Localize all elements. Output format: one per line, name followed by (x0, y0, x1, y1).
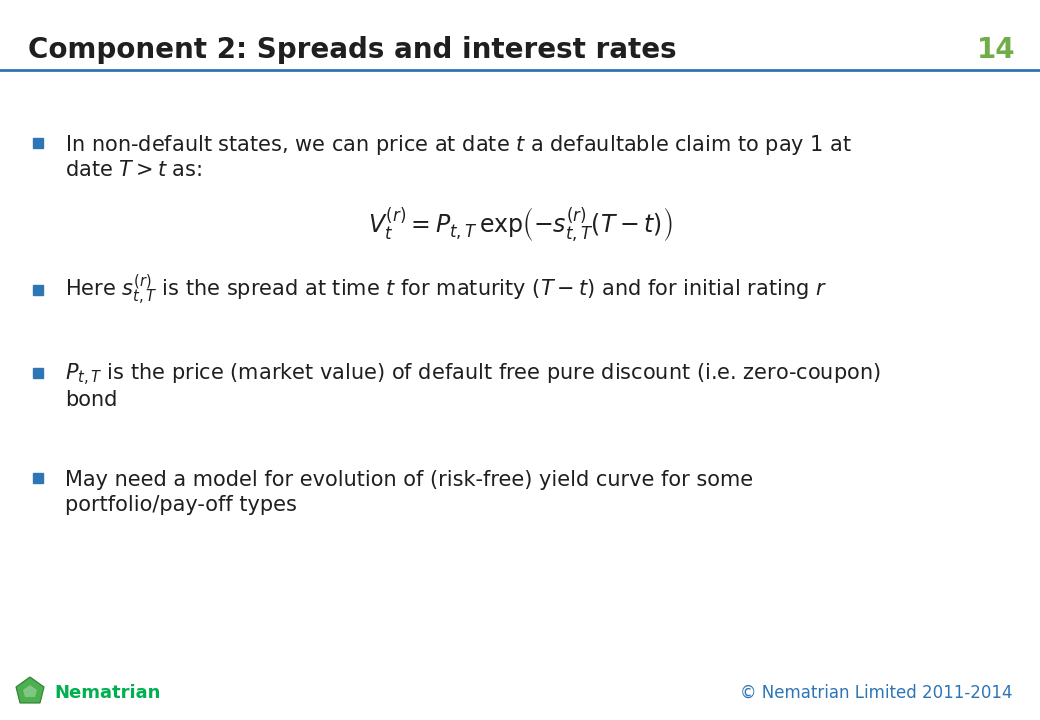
Bar (33, 138, 43, 148)
Bar (33, 473, 43, 483)
Text: portfolio/pay-off types: portfolio/pay-off types (64, 495, 296, 515)
Text: $P_{t,T}$ is the price (market value) of default free pure discount (i.e. zero-c: $P_{t,T}$ is the price (market value) of… (64, 362, 881, 388)
Bar (33, 285, 43, 295)
Text: Component 2: Spreads and interest rates: Component 2: Spreads and interest rates (28, 36, 677, 64)
Text: bond: bond (64, 390, 118, 410)
Text: In non-default states, we can price at date $t$ a defaultable claim to pay 1 at: In non-default states, we can price at d… (64, 133, 853, 157)
Text: $V_t^{(r)} = P_{t,T}\,\exp\!\left(-s_{t,T}^{(r)}\left(T-t\right)\right)$: $V_t^{(r)} = P_{t,T}\,\exp\!\left(-s_{t,… (368, 206, 672, 244)
Text: Here $s_{t,T}^{(r)}$ is the spread at time $t$ for maturity $(T - t)$ and for in: Here $s_{t,T}^{(r)}$ is the spread at ti… (64, 272, 827, 307)
Bar (33, 368, 43, 378)
Polygon shape (23, 685, 37, 697)
Text: Nematrian: Nematrian (54, 684, 160, 702)
Polygon shape (16, 677, 44, 703)
Text: May need a model for evolution of (risk-free) yield curve for some: May need a model for evolution of (risk-… (64, 470, 753, 490)
Text: date $T > t$ as:: date $T > t$ as: (64, 160, 202, 180)
Text: 14: 14 (977, 36, 1015, 64)
Text: © Nematrian Limited 2011-2014: © Nematrian Limited 2011-2014 (739, 684, 1012, 702)
